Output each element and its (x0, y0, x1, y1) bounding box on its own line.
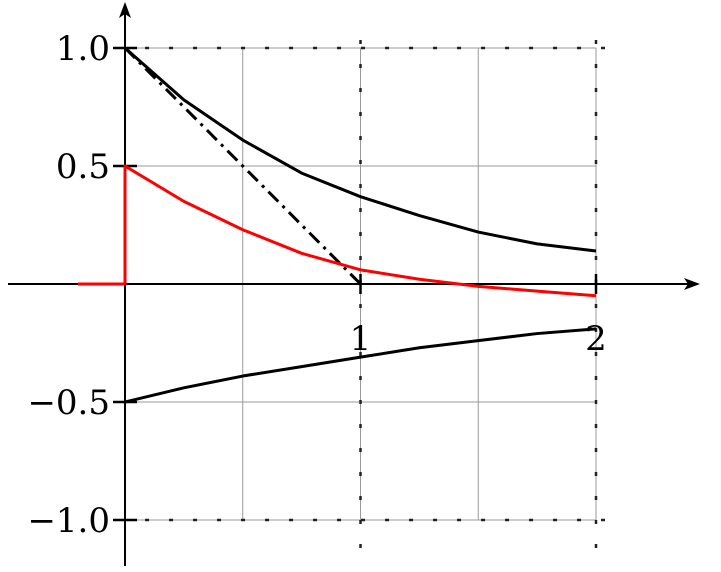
x-tick-label-1: 1 (350, 319, 372, 359)
series (77, 46, 597, 404)
series-upper-envelope (124, 46, 597, 253)
x-axis-arrowhead (684, 278, 700, 290)
series-lower-envelope (124, 327, 597, 404)
series-tangent-line (123, 46, 362, 286)
series-red-response (77, 164, 597, 298)
grid (124, 40, 605, 548)
y-tick-label-0.5: 0.5 (56, 147, 110, 187)
y-axis-arrowhead (119, 2, 131, 18)
tick-labels: 1 2 1.0 0.5 −0.5 −1.0 (27, 29, 606, 541)
y-tick-label-neg-0.5: −0.5 (27, 383, 110, 423)
y-tick-label-1.0: 1.0 (56, 29, 110, 69)
y-tick-label-neg-1.0: −1.0 (27, 501, 110, 541)
x-tick-label-2: 2 (585, 319, 607, 359)
